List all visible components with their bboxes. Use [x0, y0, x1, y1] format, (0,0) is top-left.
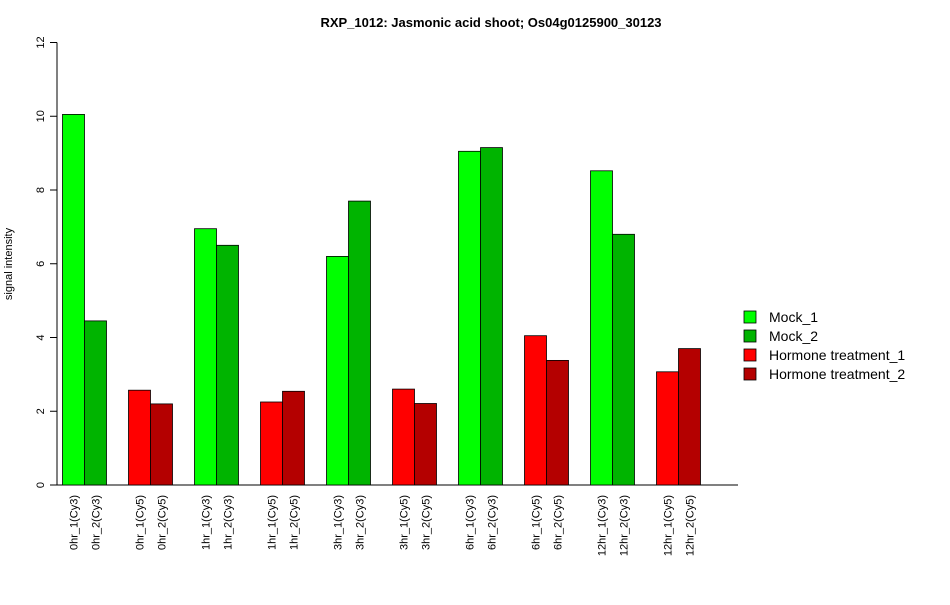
y-tick-label: 6	[35, 261, 47, 267]
x-tick-label: 3hr_1(Cy5)	[398, 495, 410, 550]
bar	[216, 244, 239, 486]
x-tick-label: 1hr_2(Cy3)	[222, 495, 234, 550]
legend: Mock_1 Mock_2 Hormone treatment_1 Hormone t…	[743, 309, 905, 382]
y-tick-label: 10	[35, 110, 47, 122]
legend-item: Hormone treatment_2	[743, 366, 905, 382]
x-tick-label: 12hr_2(Cy3)	[618, 495, 630, 556]
bar	[612, 233, 635, 486]
legend-label: Mock_2	[769, 328, 818, 344]
y-tick-label: 12	[35, 36, 47, 48]
bar	[458, 150, 481, 486]
bar	[590, 170, 613, 486]
bar	[414, 403, 437, 486]
legend-swatch	[743, 367, 757, 381]
legend-label: Mock_1	[769, 309, 818, 325]
x-tick-label: 3hr_2(Cy3)	[354, 495, 366, 550]
y-tick-label: 8	[35, 187, 47, 193]
x-tick-label: 0hr_1(Cy5)	[134, 495, 146, 550]
x-tick-label: 6hr_2(Cy3)	[486, 495, 498, 550]
legend-label: Hormone treatment_2	[769, 366, 905, 382]
bar	[480, 147, 503, 486]
x-tick-labels: 0hr_1(Cy3) 0hr_2(Cy3) 0hr_1(Cy5) 0hr_2(Cy5)…	[68, 495, 696, 556]
x-tick-label: 6hr_1(Cy5)	[530, 495, 542, 550]
x-tick-label: 3hr_2(Cy5)	[420, 495, 432, 550]
x-tick-label: 12hr_2(Cy5)	[684, 495, 696, 556]
legend-swatch	[743, 329, 757, 343]
bar	[260, 401, 283, 486]
bar	[194, 228, 217, 486]
legend-label: Hormone treatment_1	[769, 347, 905, 363]
y-axis: 0 2 4 6 8 10 12	[35, 36, 58, 488]
y-tick-label: 2	[35, 408, 47, 414]
bar	[348, 200, 371, 486]
x-tick-label: 6hr_1(Cy3)	[464, 495, 476, 550]
bar	[392, 388, 415, 486]
bar	[62, 114, 85, 486]
x-tick-label: 0hr_2(Cy5)	[156, 495, 168, 550]
bar	[326, 255, 349, 486]
x-tick-label: 12hr_1(Cy5)	[662, 495, 674, 556]
legend-item: Mock_2	[743, 328, 818, 344]
bar	[150, 403, 173, 486]
bar	[524, 335, 547, 486]
x-tick-label: 6hr_2(Cy5)	[552, 495, 564, 550]
y-tick-label: 4	[35, 334, 47, 340]
x-tick-label: 1hr_2(Cy5)	[288, 495, 300, 550]
x-tick-label: 1hr_1(Cy5)	[266, 495, 278, 550]
chart-title: RXP_1012: Jasmonic acid shoot; Os04g0125…	[320, 15, 661, 30]
x-tick-label: 1hr_1(Cy3)	[200, 495, 212, 550]
x-tick-label: 0hr_1(Cy3)	[68, 495, 80, 550]
bar	[84, 320, 107, 486]
x-tick-label: 0hr_2(Cy3)	[90, 495, 102, 550]
bar	[128, 389, 151, 486]
y-tick-label: 0	[35, 482, 47, 488]
bar	[546, 359, 569, 486]
x-tick-label: 12hr_1(Cy3)	[596, 495, 608, 556]
bar	[282, 390, 305, 486]
y-axis-label: signal intensity	[3, 227, 15, 300]
bar	[656, 371, 679, 486]
legend-item: Hormone treatment_1	[743, 347, 905, 363]
bar	[678, 348, 701, 486]
bars	[62, 114, 701, 486]
legend-swatch	[743, 310, 757, 324]
legend-item: Mock_1	[743, 309, 818, 325]
legend-swatch	[743, 348, 757, 362]
x-tick-label: 3hr_1(Cy3)	[332, 495, 344, 550]
